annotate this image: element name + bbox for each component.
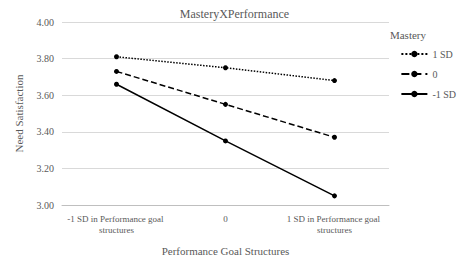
svg-text:structures: structures (317, 225, 352, 235)
svg-text:3.60: 3.60 (37, 90, 55, 101)
svg-text:3.80: 3.80 (37, 53, 55, 64)
svg-text:Need Satisfaction: Need Satisfaction (13, 74, 25, 152)
svg-text:0: 0 (432, 69, 437, 80)
svg-text:1 SD in Performance goal: 1 SD in Performance goal (287, 214, 383, 224)
svg-text:structures: structures (99, 225, 134, 235)
svg-text:1 SD: 1 SD (432, 49, 452, 60)
svg-text:-1 SD in Performance goal: -1 SD in Performance goal (67, 214, 166, 224)
svg-text:Performance Goal Structures: Performance Goal Structures (162, 245, 290, 257)
svg-text:Mastery: Mastery (390, 29, 427, 41)
svg-text:-1 SD: -1 SD (432, 89, 456, 100)
svg-text:3.00: 3.00 (37, 200, 55, 211)
svg-text:0: 0 (223, 214, 228, 224)
svg-text:MasteryXPerformance: MasteryXPerformance (180, 7, 289, 21)
svg-text:3.40: 3.40 (37, 126, 55, 137)
svg-text:3.20: 3.20 (37, 163, 55, 174)
svg-text:4.00: 4.00 (37, 17, 55, 28)
